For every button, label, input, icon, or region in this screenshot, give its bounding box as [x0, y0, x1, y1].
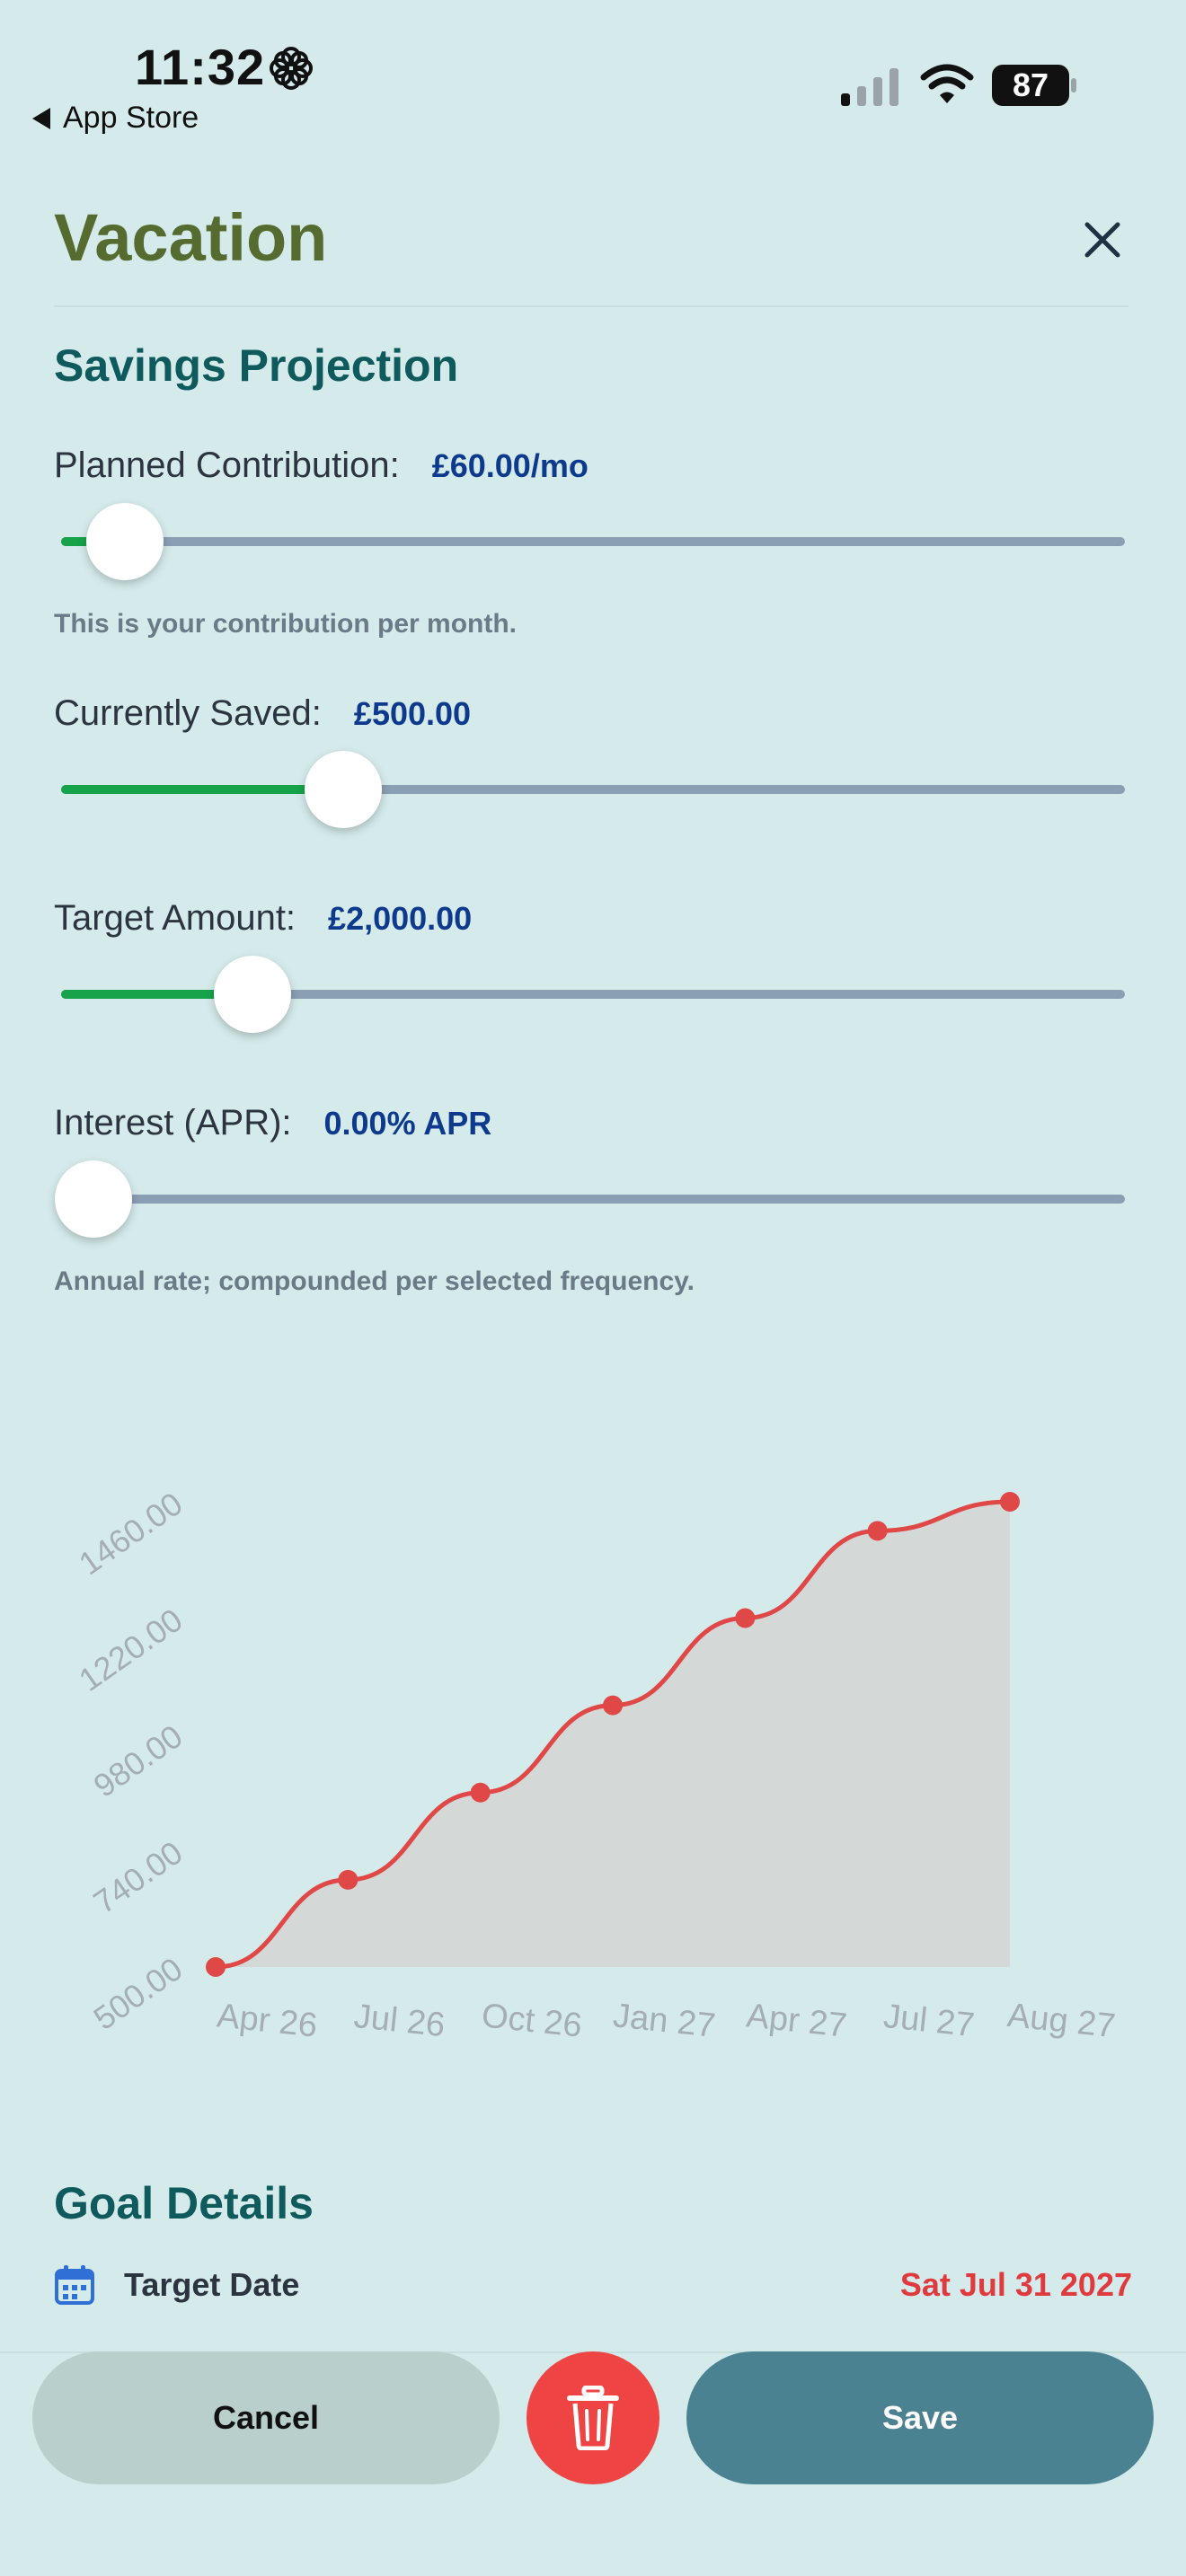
chart-x-tick: Jul 26: [352, 1998, 447, 2044]
chart-x-tick: Apr 26: [215, 1997, 319, 2044]
savings-projection-chart: 500.00 740.00 980.00 1220.00 1460.00 Apr 26 Ju…: [72, 1485, 1117, 2045]
battery-indicator: 87: [992, 65, 1078, 106]
chart-area: [216, 1502, 1010, 1967]
chart-y-tick: 1220.00: [72, 1601, 189, 1698]
page-title: Vacation: [54, 200, 328, 275]
chart-x-tick: Jan 27: [611, 1997, 717, 2045]
target-date-value[interactable]: Sat Jul 31 2027: [899, 2266, 1132, 2303]
slider-thumb[interactable]: [86, 503, 164, 580]
save-button[interactable]: Save: [686, 2351, 1154, 2484]
slider-thumb[interactable]: [304, 751, 382, 828]
target-label: Target Amount:: [54, 898, 296, 938]
slider-thumb[interactable]: [214, 956, 292, 1033]
interest-label: Interest (APR):: [54, 1103, 292, 1142]
focus-flower-icon: [270, 47, 313, 90]
saved-slider[interactable]: [61, 751, 1125, 828]
chart-point: [470, 1782, 491, 1803]
cancel-button[interactable]: Cancel: [32, 2351, 500, 2484]
back-arrow-icon: [32, 107, 50, 129]
contribution-slider[interactable]: [61, 503, 1125, 580]
chart-x-tick: Apr 27: [745, 1997, 849, 2044]
battery-level: 87: [1012, 66, 1049, 103]
status-time: 11:32: [135, 39, 266, 95]
slider-fill: [61, 785, 343, 794]
chart-y-tick: 1460.00: [72, 1485, 189, 1582]
saved-value: £500.00: [353, 695, 472, 732]
back-to-app-store[interactable]: App Store: [32, 101, 199, 136]
target-slider[interactable]: [61, 956, 1125, 1033]
contribution-hint: This is your contribution per month.: [54, 609, 517, 639]
contribution-value: £60.00/mo: [431, 447, 589, 484]
saved-label: Currently Saved:: [54, 693, 322, 733]
chart-point: [603, 1695, 623, 1716]
interest-label-row: Interest (APR): 0.00% APR: [54, 1103, 491, 1143]
goal-details-title: Goal Details: [54, 2178, 314, 2228]
trash-icon: [567, 2386, 619, 2450]
slider-fill: [61, 990, 253, 999]
target-label-row: Target Amount: £2,000.00: [54, 898, 472, 939]
close-icon[interactable]: [1078, 216, 1127, 264]
chart-x-tick: Aug 27: [1005, 1997, 1117, 2045]
cellular-signal-icon: [841, 68, 898, 106]
back-app-label: App Store: [63, 101, 199, 135]
contribution-label-row: Planned Contribution: £60.00/mo: [54, 446, 589, 486]
target-value: £2,000.00: [328, 900, 473, 937]
saved-label-row: Currently Saved: £500.00: [54, 693, 471, 734]
contribution-label: Planned Contribution:: [54, 446, 400, 485]
target-date-row[interactable]: Target Date Sat Jul 31 2027: [54, 2260, 1132, 2310]
chart-point: [867, 1521, 888, 1541]
delete-button[interactable]: [527, 2351, 659, 2484]
chart-point: [1000, 1492, 1020, 1512]
interest-hint: Annual rate; compounded per selected fre…: [54, 1266, 695, 1296]
chart-y-tick: 980.00: [87, 1717, 190, 1804]
slider-thumb[interactable]: [54, 1160, 132, 1238]
battery-icon: [992, 65, 1076, 106]
interest-slider[interactable]: [54, 1160, 1125, 1238]
chart-point: [338, 1869, 358, 1890]
chart-point: [735, 1608, 756, 1628]
chart-x-tick: Jul 27: [881, 1998, 976, 2044]
chart-x-tick: Oct 26: [480, 1997, 584, 2044]
chart-point: [206, 1957, 226, 1977]
target-date-label: Target Date: [124, 2266, 300, 2303]
savings-projection-title: Savings Projection: [54, 340, 459, 391]
header-divider: [54, 305, 1128, 307]
interest-value: 0.00% APR: [323, 1105, 492, 1142]
chart-y-tick: 740.00: [87, 1834, 190, 1921]
wifi-icon: [920, 64, 974, 103]
calendar-icon: [55, 2265, 94, 2305]
chart-y-tick: 500.00: [87, 1950, 190, 2037]
